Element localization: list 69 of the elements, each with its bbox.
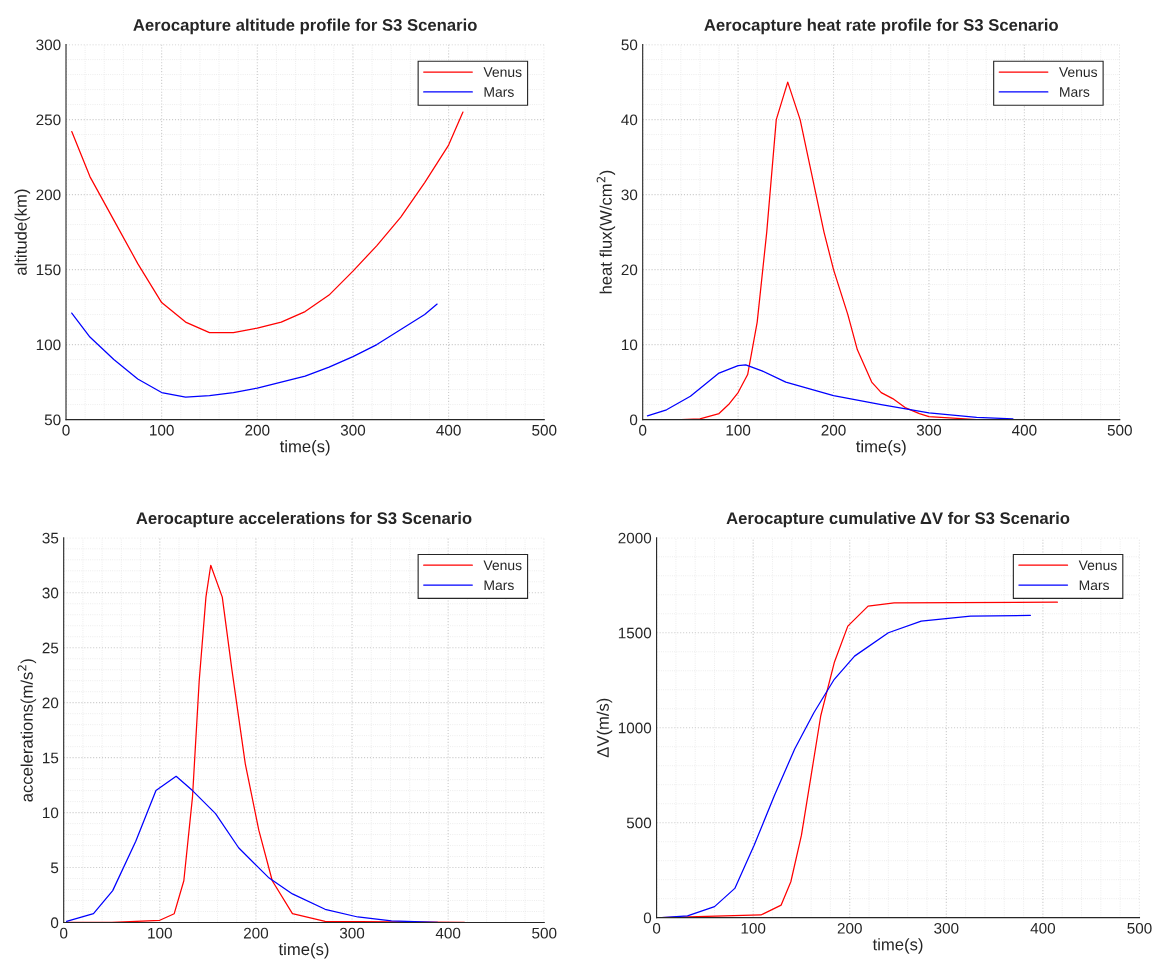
x-axis-title: time(s) (278, 942, 329, 959)
legend-label: Mars (1060, 87, 1090, 97)
chart-title: Aerocapture altitude profile for S3 Scenario (133, 18, 477, 35)
x-tick-label: 500 (1107, 424, 1132, 436)
chart-title: Aerocapture accelerations for S3 Scenario (136, 511, 472, 528)
x-tick-label: 200 (821, 424, 846, 436)
y-tick-label: 150 (36, 264, 61, 276)
y-tick-label: 15 (43, 752, 59, 764)
y-tick-label: 30 (42, 587, 59, 599)
x-tick-label: 100 (741, 922, 766, 934)
x-tick-label: 500 (532, 424, 557, 436)
y-tick-label: 0 (629, 414, 638, 426)
x-tick-label: 300 (339, 927, 365, 939)
y-tick-label: 20 (42, 697, 59, 709)
legend-label: Venus (1059, 67, 1098, 77)
x-tick-label: 100 (726, 424, 751, 436)
x-tick-label: 100 (150, 424, 174, 436)
y-tick-label: 50 (44, 414, 61, 426)
y-axis-title: accelerations(m/s$^{2}$) (17, 659, 37, 802)
line-series (71, 111, 464, 334)
x-tick-label: 500 (532, 927, 557, 939)
chart-title: Aerocapture cumulative ΔV for S3 Scenario (726, 511, 1070, 528)
y-tick-label: 1500 (618, 627, 652, 639)
x-tick-label: 500 (1127, 922, 1152, 934)
legend-label: Mars (1079, 580, 1109, 591)
y-tick-label: 200 (36, 189, 61, 201)
y-tick-label: 10 (43, 807, 59, 819)
y-tick-label: 250 (36, 114, 61, 126)
x-axis-title: time(s) (279, 440, 330, 456)
legend-label: Mars (484, 87, 514, 97)
y-tick-label: 40 (621, 114, 638, 126)
x-tick-label: 400 (435, 927, 461, 939)
x-tick-label: 400 (1030, 922, 1056, 934)
y-tick-label: 5 (50, 862, 59, 874)
y-tick-label: 30 (621, 189, 638, 201)
y-tick-label: 100 (36, 339, 61, 351)
y-tick-label: 300 (36, 39, 61, 51)
y-axis-title: altitude(km) (14, 189, 31, 275)
x-tick-label: 400 (1011, 424, 1037, 436)
y-tick-label: 2000 (618, 532, 652, 544)
x-tick-label: 300 (340, 424, 366, 436)
y-tick-label: 1000 (618, 722, 652, 734)
x-tick-label: 200 (243, 927, 269, 939)
x-tick-label: 300 (916, 424, 942, 436)
line-series (646, 364, 1014, 420)
legend-label: Mars (484, 580, 514, 591)
legend-label: Venus (483, 560, 522, 571)
line-series (71, 303, 438, 398)
y-tick-label: 25 (42, 642, 59, 654)
y-tick-label: 10 (622, 339, 638, 351)
y-tick-label: 20 (621, 264, 638, 276)
legend-label: Venus (1078, 560, 1117, 571)
x-tick-label: 400 (436, 424, 461, 436)
x-tick-label: 100 (148, 927, 172, 939)
y-tick-label: 500 (626, 817, 652, 829)
chart-title: Aerocapture heat rate profile for S3 Scenario (704, 18, 1058, 35)
x-tick-label: 300 (934, 922, 959, 934)
x-axis-title: time(s) (872, 938, 923, 954)
x-axis-title: time(s) (856, 440, 906, 456)
y-tick-label: 0 (643, 912, 652, 924)
x-tick-label: 200 (245, 424, 270, 436)
y-axis-title: ΔV(m/s) (596, 698, 613, 758)
x-tick-label: 0 (62, 424, 70, 436)
legend-label: Venus (483, 67, 522, 77)
x-tick-label: 0 (652, 922, 661, 934)
y-tick-label: 35 (42, 532, 59, 544)
y-tick-label: 50 (621, 39, 638, 51)
x-tick-label: 200 (837, 922, 862, 934)
y-axis-title: heat flux(W/cm$^{2}$) (596, 170, 616, 294)
